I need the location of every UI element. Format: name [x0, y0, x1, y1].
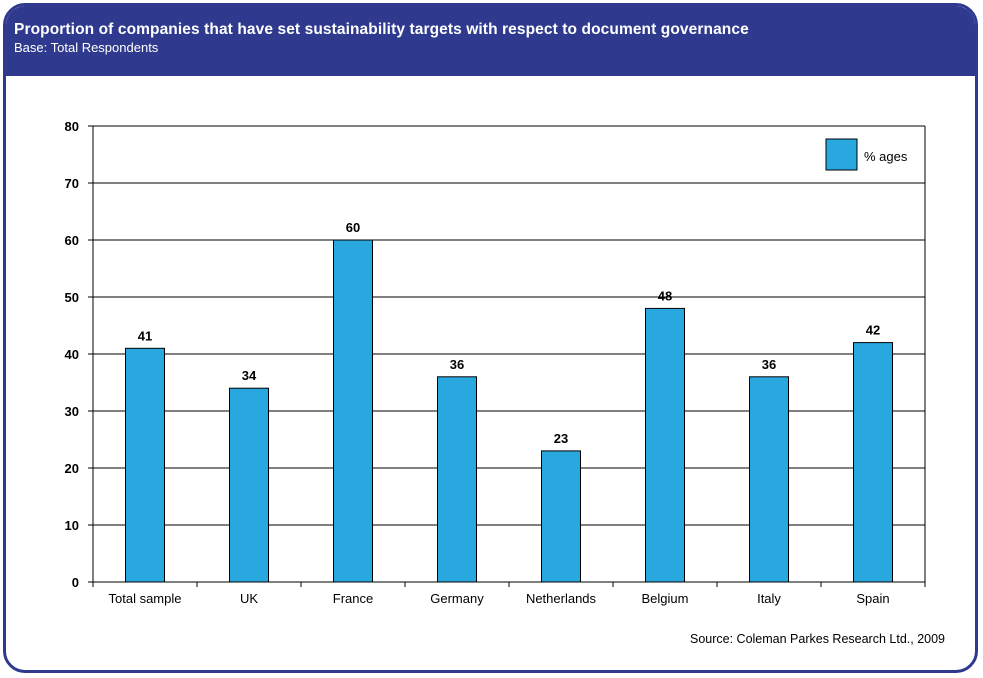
bar-belgium [645, 307, 685, 583]
data-label: 36 [762, 357, 776, 372]
data-label: 48 [658, 288, 672, 303]
legend-swatch [825, 138, 858, 171]
bar-spain [853, 342, 893, 583]
bar-netherlands [541, 450, 581, 583]
y-tick-label: 40 [65, 347, 79, 362]
bar-germany [437, 376, 477, 583]
data-label: 36 [450, 357, 464, 372]
data-label: 23 [554, 431, 568, 446]
y-tick-label: 60 [65, 233, 79, 248]
y-tick-label: 80 [65, 119, 79, 134]
x-tick-label: Belgium [642, 591, 689, 606]
y-tick-label: 20 [65, 461, 79, 476]
bar-italy [749, 376, 789, 583]
chart-title: Proportion of companies that have set su… [14, 21, 749, 38]
data-label: 60 [346, 220, 360, 235]
y-tick-label: 50 [65, 290, 79, 305]
data-label: 41 [138, 328, 152, 343]
source-note: Source: Coleman Parkes Research Ltd., 20… [690, 632, 945, 646]
chart-subtitle: Base: Total Respondents [14, 40, 159, 55]
data-label: 34 [242, 368, 257, 383]
bar-france [333, 239, 373, 583]
legend-label: % ages [864, 149, 908, 164]
x-tick-label: UK [240, 591, 258, 606]
y-tick-label: 70 [65, 176, 79, 191]
x-tick-label: Total sample [109, 591, 182, 606]
y-tick-label: 30 [65, 404, 79, 419]
x-tick-label: Spain [856, 591, 889, 606]
data-label: 42 [866, 323, 880, 338]
y-tick-label: 0 [72, 575, 79, 590]
x-tick-label: France [333, 591, 373, 606]
bar-total-sample [125, 347, 165, 583]
y-tick-label: 10 [65, 518, 79, 533]
x-tick-label: Netherlands [526, 591, 597, 606]
chart-header: Proportion of companies that have set su… [6, 6, 975, 76]
bar-uk [229, 387, 269, 583]
x-tick-label: Germany [430, 591, 484, 606]
x-tick-label: Italy [757, 591, 781, 606]
